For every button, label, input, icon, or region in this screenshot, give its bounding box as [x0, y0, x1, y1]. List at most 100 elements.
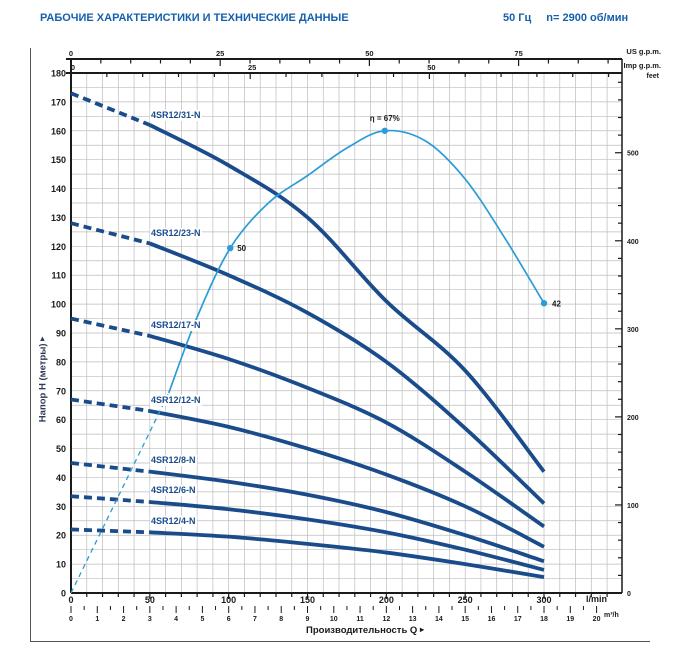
m3h-tick-label: 10: [330, 616, 338, 623]
m3h-unit-label: m³/h: [604, 612, 619, 619]
imp-tick-label: 0: [71, 63, 75, 72]
lmin-tick-label: 50: [145, 595, 155, 605]
lmin-tick-label: 0: [68, 595, 73, 605]
pump-curve-4SR12/8-N: [149, 469, 545, 564]
axis-arrow-icon: ▸: [419, 625, 424, 634]
m3h-tick-label: 9: [306, 616, 310, 623]
efficiency-marker-42: [540, 300, 548, 307]
y-tick-label: 140: [51, 184, 66, 194]
m3h-tick-label: 2: [122, 616, 126, 623]
x-axis-title: Производительность Q ▸: [240, 625, 490, 636]
y-tick-label: 110: [51, 271, 66, 281]
pump-curve-dashed-4SR12/6-N: [70, 494, 150, 504]
imp-tick-label: 25: [248, 63, 256, 72]
y-tick-label: 0: [61, 589, 66, 599]
feet-tick-label: 300: [627, 327, 639, 334]
pump-curve-dashed-4SR12/4-N: [70, 527, 150, 535]
m3h-tick-label: 13: [409, 616, 417, 623]
frequency-value: 50 Гц: [503, 12, 532, 24]
pump-curve-dashed-4SR12/31-N: [70, 91, 151, 127]
curve-label-4SR12/17-N: 4SR12/17-N: [150, 319, 202, 331]
efficiency-marker-50: [227, 244, 234, 252]
curve-label-4SR12/6-N: 4SR12/6-N: [150, 485, 197, 497]
y-tick-label: 170: [51, 97, 66, 107]
feet-tick-label: 100: [627, 503, 639, 510]
figure-bottom-rule: [30, 641, 650, 642]
m3h-tick-label: 6: [227, 616, 231, 623]
speed-value: n= 2900 об/мин: [546, 12, 629, 24]
y-tick-label: 40: [56, 473, 66, 483]
y-tick-label: 90: [56, 328, 66, 338]
pump-curve-dashed-4SR12/12-N: [70, 397, 151, 413]
m3h-tick-label: 3: [148, 616, 152, 623]
y-tick-label: 180: [51, 68, 66, 78]
pump-curve-4SR12/23-N: [149, 241, 546, 505]
x-axis-title-text: Производительность Q: [306, 625, 418, 636]
pump-curve-4SR12/31-N: [148, 123, 546, 473]
header-meta: 50 Гц n= 2900 об/мин: [503, 12, 628, 24]
lmin-tick-label: 200: [379, 595, 394, 605]
y-tick-label: 70: [56, 386, 66, 396]
curve-label-4SR12/31-N: 4SR12/31-N: [150, 109, 202, 121]
imp-gpm-unit-label: Imp g.p.m.: [623, 61, 662, 70]
feet-tick-label: 500: [627, 151, 639, 158]
m3h-tick-label: 20: [593, 616, 601, 623]
y-tick-label: 30: [56, 502, 66, 512]
m3h-tick-label: 15: [461, 616, 469, 623]
pump-curve-4SR12/6-N: [149, 500, 545, 572]
us-tick-label: 50: [365, 49, 373, 58]
m3h-tick-label: 5: [200, 616, 204, 623]
y-axis-title-text: Напор H (метры): [37, 343, 49, 423]
us-tick-label: 25: [216, 49, 224, 58]
efficiency-curve: [167, 129, 545, 394]
pump-curve-dashed-4SR12/8-N: [70, 461, 151, 474]
m3h-tick-label: 8: [279, 616, 283, 623]
y-tick-label: 100: [51, 300, 66, 310]
m3h-tick-label: 18: [540, 616, 548, 623]
feet-tick-label: 0: [627, 591, 631, 598]
y-axis-title: Напор H (метры) ▸: [38, 295, 49, 465]
m3h-tick-label: 0: [69, 616, 73, 623]
curve-label-4SR12/23-N: 4SR12/23-N: [150, 227, 202, 239]
m3h-tick-label: 17: [514, 616, 522, 623]
lmin-tick-label: 300: [536, 595, 551, 605]
page-title: РАБОЧИЕ ХАРАКТЕРИСТИКИ И ТЕХНИЧЕСКИЕ ДАН…: [40, 12, 349, 24]
m3h-tick-label: 11: [356, 616, 364, 623]
m3h-tick-label: 7: [253, 616, 257, 623]
pump-curve-4SR12/17-N: [149, 334, 546, 529]
figure-left-border: [30, 48, 31, 641]
lmin-tick-label: 250: [458, 595, 473, 605]
feet-tick-label: 400: [627, 239, 639, 246]
m3h-tick-label: 14: [435, 616, 443, 623]
m3h-tick-label: 16: [488, 616, 496, 623]
curve-label-4SR12/8-N: 4SR12/8-N: [150, 455, 197, 467]
us-tick-label: 0: [69, 49, 73, 58]
y-tick-label: 160: [51, 126, 66, 136]
feet-tick-label: 200: [627, 415, 639, 422]
y-tick-label: 50: [56, 444, 66, 454]
pump-curve-4SR12/4-N: [149, 530, 545, 579]
pump-curve-4SR12/12-N: [149, 409, 545, 549]
efficiency-marker-label: 42: [552, 299, 561, 308]
curve-label-4SR12/4-N: 4SR12/4-N: [150, 515, 197, 527]
lmin-unit-label: l/min: [586, 594, 608, 604]
m3h-tick-label: 19: [566, 616, 574, 623]
y-tick-label: 130: [51, 213, 66, 223]
lmin-tick-label: 150: [300, 595, 315, 605]
lmin-tick-label: 100: [221, 595, 236, 605]
y-tick-label: 80: [56, 357, 66, 367]
axis-arrow-icon: ▸: [37, 336, 47, 341]
m3h-tick-label: 12: [382, 616, 390, 623]
efficiency-marker-label: η = 67%: [370, 114, 400, 123]
us-tick-label: 75: [514, 49, 522, 58]
efficiency-marker-η = 67%: [381, 127, 388, 134]
y-tick-label: 120: [51, 242, 66, 252]
pump-curve-dashed-4SR12/23-N: [70, 221, 151, 246]
y-tick-label: 60: [56, 415, 66, 425]
y-tick-label: 10: [56, 560, 66, 570]
y-tick-label: 150: [51, 155, 66, 165]
m3h-tick-label: 1: [95, 616, 99, 623]
pump-curve-dashed-4SR12/17-N: [70, 316, 151, 338]
curve-label-4SR12/12-N: 4SR12/12-N: [150, 394, 202, 406]
feet-unit-label: feet: [646, 73, 659, 80]
